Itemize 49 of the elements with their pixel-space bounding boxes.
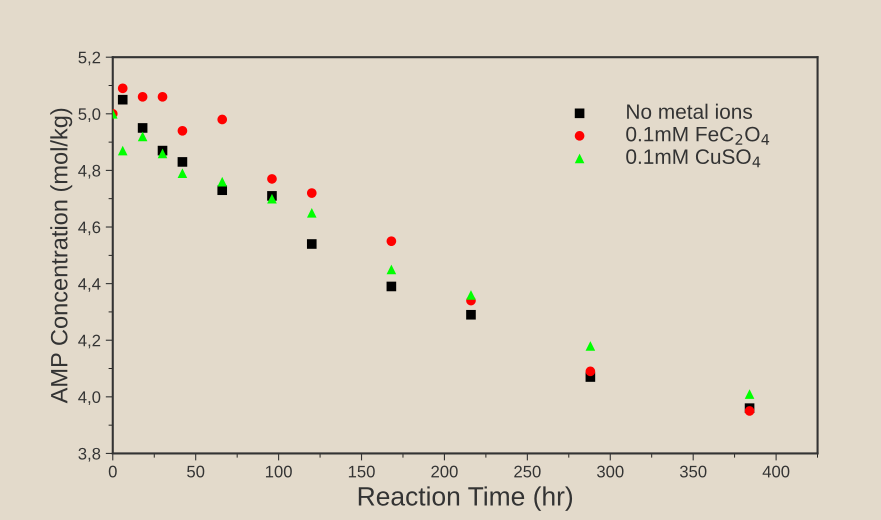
point bbox=[744, 389, 754, 399]
y-tick-label: 3,8 bbox=[78, 448, 100, 462]
x-axis-title: Reaction Time (hr) bbox=[358, 486, 572, 511]
y-tick-label: 4,4 bbox=[78, 278, 100, 292]
point bbox=[306, 188, 317, 198]
point bbox=[267, 194, 277, 204]
point bbox=[158, 148, 168, 158]
point bbox=[386, 282, 396, 292]
point bbox=[178, 168, 188, 178]
point bbox=[217, 114, 228, 124]
point bbox=[386, 264, 396, 274]
point bbox=[267, 174, 277, 184]
point bbox=[118, 146, 128, 156]
point bbox=[586, 341, 596, 351]
point bbox=[138, 92, 148, 102]
legend-label: No metal ions bbox=[627, 104, 752, 119]
point bbox=[586, 366, 596, 376]
x-tick-label: 200 bbox=[431, 466, 458, 478]
point bbox=[138, 123, 148, 133]
legend-label: 0.1mM FeC$_{2}$O$_{4}$ bbox=[626, 126, 770, 145]
point bbox=[178, 126, 188, 136]
x-tick-label: 0 bbox=[108, 466, 117, 478]
x-tick-label: 300 bbox=[597, 466, 624, 478]
point bbox=[744, 406, 754, 416]
point bbox=[466, 290, 476, 300]
point bbox=[118, 94, 128, 104]
point bbox=[386, 236, 396, 246]
x-tick-label: 350 bbox=[680, 466, 706, 478]
y-tick-label: 4,2 bbox=[78, 334, 100, 348]
legend-label: 0.1mM CuSO$_{4}$ bbox=[626, 149, 760, 168]
point bbox=[217, 176, 228, 187]
point bbox=[118, 84, 128, 94]
point bbox=[158, 92, 168, 102]
x-tick-label: 50 bbox=[187, 466, 204, 478]
y-axis-title: AMP Concentration (mol/kg) bbox=[50, 108, 72, 404]
point bbox=[306, 239, 317, 249]
x-tick-label: 150 bbox=[348, 466, 375, 478]
x-tick-label: 250 bbox=[514, 466, 541, 478]
y-tick-label: 5,2 bbox=[78, 52, 100, 66]
y-tick-label: 4,8 bbox=[78, 164, 100, 179]
y-tick-label: 4,0 bbox=[78, 391, 100, 406]
x-tick-label: 100 bbox=[266, 466, 292, 478]
point bbox=[466, 310, 476, 320]
point bbox=[306, 208, 317, 218]
point bbox=[178, 157, 188, 167]
point bbox=[138, 132, 148, 142]
y-tick-label: 4,6 bbox=[78, 221, 100, 236]
x-tick-label: 400 bbox=[762, 466, 790, 478]
y-tick-label: 5,0 bbox=[78, 108, 100, 122]
